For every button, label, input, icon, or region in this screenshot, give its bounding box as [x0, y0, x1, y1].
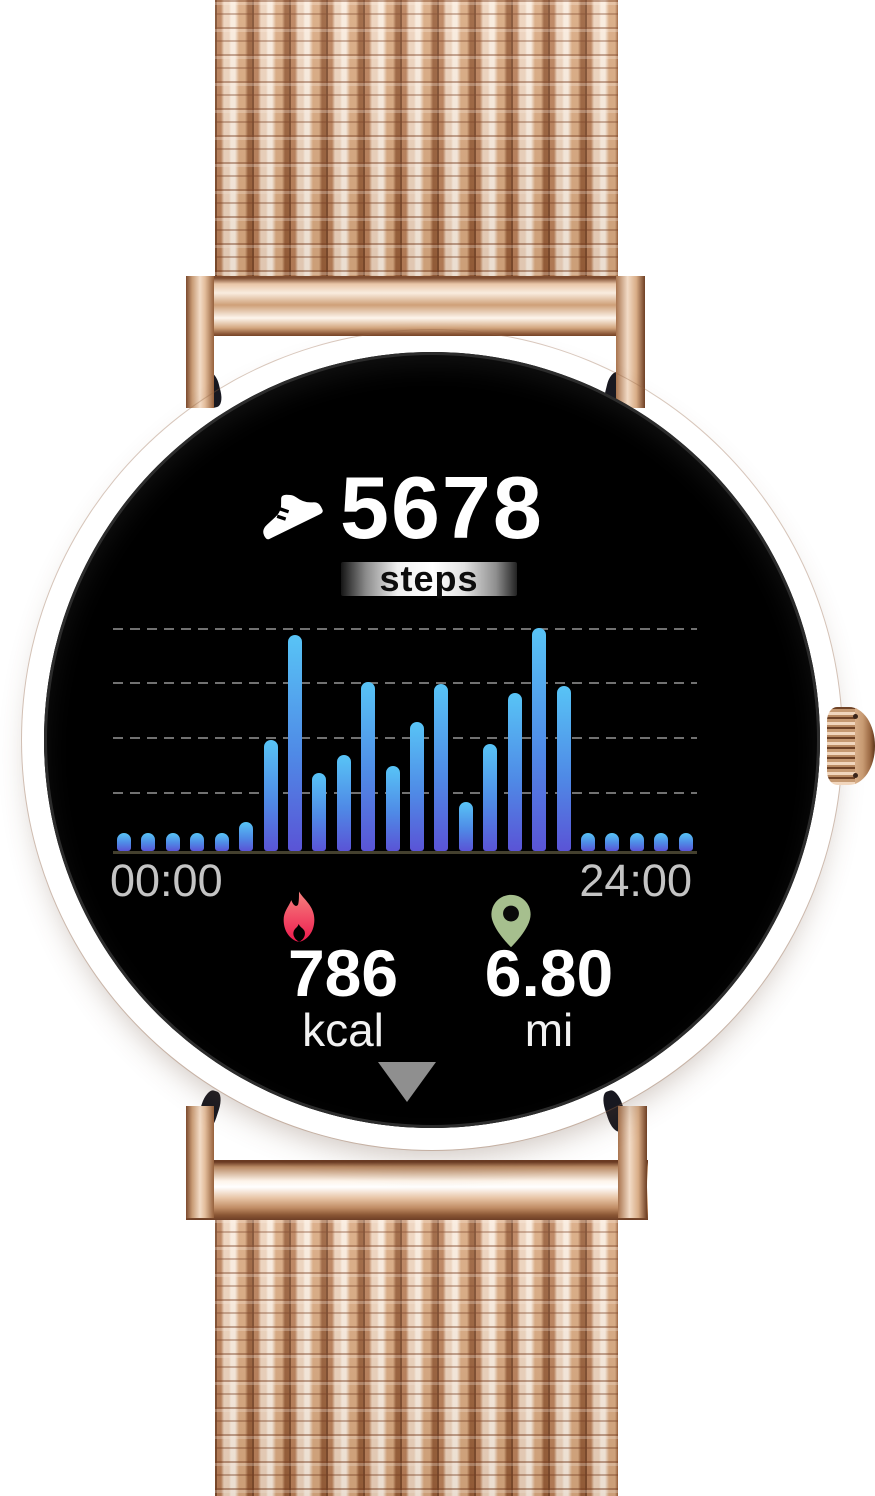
chart-bar	[214, 833, 229, 851]
chart-bar	[190, 833, 205, 851]
chart-bars	[117, 628, 693, 851]
gridline	[113, 792, 697, 794]
distance-unit: mi	[524, 1004, 574, 1056]
band-connector-bottom	[186, 1160, 648, 1220]
gridline	[113, 628, 697, 630]
chart-bar	[483, 743, 498, 851]
chart-bar	[458, 801, 473, 851]
chart-bar	[141, 833, 156, 851]
chart-bar	[312, 772, 327, 851]
chart-bar	[556, 685, 571, 851]
watch-band-bottom	[215, 1218, 618, 1496]
chart-bar	[410, 721, 425, 851]
lug-bottom-right	[618, 1106, 647, 1218]
steps-label: steps	[379, 558, 479, 599]
band-connector-top	[186, 276, 644, 336]
watch-screen-glass	[44, 352, 820, 1128]
chart-bar	[239, 822, 254, 851]
x-tick-start: 00:00	[110, 855, 223, 906]
calories-value: 786	[287, 936, 399, 1010]
chart-bar	[629, 833, 644, 851]
chart-bar	[117, 833, 131, 851]
chart-bar	[581, 833, 596, 851]
chart-bar	[287, 634, 302, 851]
chart-bar	[605, 833, 620, 851]
chart-bar	[434, 683, 449, 851]
chart-bar	[361, 681, 376, 851]
chart-bar	[507, 692, 522, 851]
chart-bar	[532, 628, 547, 851]
watch-band-top	[215, 0, 618, 278]
chart-bar	[654, 833, 669, 851]
crown-ribs	[827, 707, 857, 785]
crown-dome	[854, 707, 875, 785]
x-tick-end: 24:00	[579, 855, 692, 906]
watch-crown[interactable]	[827, 707, 875, 785]
steps-value: 5678	[340, 458, 544, 557]
watch-screen[interactable]: 5678 steps 00:00 24:00 786 k	[44, 352, 820, 1128]
distance-value: 6.80	[484, 936, 614, 1010]
down-arrow-icon[interactable]	[378, 1062, 436, 1102]
chart-bar	[263, 739, 278, 851]
pin-icon	[491, 894, 531, 948]
hourly-steps-chart	[113, 620, 697, 854]
chart-bar	[385, 766, 400, 851]
crown-pip	[853, 714, 859, 719]
chart-bar	[165, 833, 180, 851]
steps-label-badge: steps	[341, 558, 517, 599]
lug-top-right	[616, 276, 645, 408]
chart-bar	[678, 833, 693, 851]
lug-top-left	[186, 276, 214, 408]
crown-pip	[853, 773, 859, 778]
gridline	[113, 682, 697, 684]
shoe-icon	[263, 494, 323, 540]
gridline	[113, 737, 697, 739]
flame-icon	[283, 891, 315, 942]
lug-bottom-left	[186, 1106, 214, 1218]
calories-unit: kcal	[302, 1004, 384, 1056]
chart-bar	[336, 755, 351, 851]
